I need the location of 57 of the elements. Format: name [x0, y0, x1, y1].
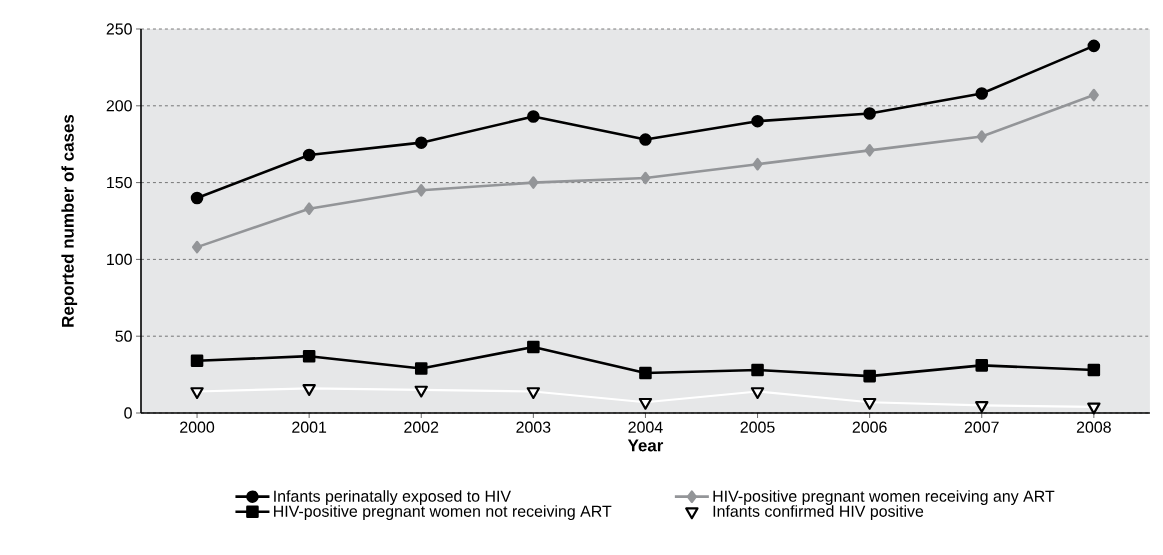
point — [639, 366, 652, 380]
y-tick-label: 250 — [106, 23, 132, 35]
point — [975, 400, 989, 413]
x-tick-label: 2000 — [180, 421, 215, 433]
point — [975, 87, 989, 100]
x-tick-label: 2008 — [1076, 421, 1111, 433]
legend-label: HIV-positive pregnant women not receiving ART — [274, 505, 612, 521]
y-tick-label: 100 — [107, 253, 132, 266]
point — [751, 363, 764, 377]
y-tick-label: 200 — [106, 100, 132, 112]
point — [864, 144, 875, 157]
point — [862, 397, 877, 410]
legend-label: Infants confirmed HIV positive — [713, 505, 924, 521]
point — [190, 191, 204, 205]
point — [863, 107, 876, 120]
x-tick-label: 2006 — [852, 421, 887, 433]
point — [1088, 88, 1099, 102]
point — [1087, 402, 1101, 415]
point — [639, 133, 652, 146]
point — [528, 176, 539, 189]
point — [752, 157, 763, 171]
point — [190, 354, 204, 368]
point — [975, 359, 989, 372]
x-tick-label: 2004 — [628, 421, 663, 433]
y-tick-label: 50 — [115, 330, 132, 342]
point — [751, 114, 764, 128]
x-tick-label: 2007 — [964, 421, 999, 433]
point — [1087, 39, 1101, 53]
point — [1087, 363, 1101, 377]
point — [192, 240, 203, 254]
point — [640, 171, 651, 185]
point — [638, 397, 653, 410]
point — [302, 349, 316, 363]
x-axis-title: Year — [627, 439, 664, 452]
point — [414, 136, 428, 149]
point — [527, 110, 540, 123]
legend-label: HIV-positive pregnant women receiving any ART — [713, 490, 1055, 506]
point — [750, 387, 765, 400]
point — [527, 340, 540, 354]
y-axis-title: Reported number of cases — [61, 114, 78, 327]
point — [302, 148, 316, 162]
point — [414, 385, 428, 398]
x-tick-label: 2005 — [740, 421, 775, 433]
point — [526, 387, 541, 400]
x-tick-label: 2002 — [404, 421, 439, 433]
x-tick-label: 2001 — [292, 421, 327, 433]
point — [190, 387, 204, 400]
point — [304, 202, 315, 215]
point — [863, 369, 876, 383]
legend-label: Infants perinatally exposed to HIV — [274, 490, 511, 506]
point — [416, 184, 427, 197]
y-tick-label: 0 — [124, 407, 132, 419]
point — [302, 384, 316, 396]
point — [976, 130, 987, 143]
y-tick-label: 150 — [107, 176, 132, 189]
x-tick-label: 2003 — [516, 421, 551, 433]
point — [414, 362, 428, 375]
